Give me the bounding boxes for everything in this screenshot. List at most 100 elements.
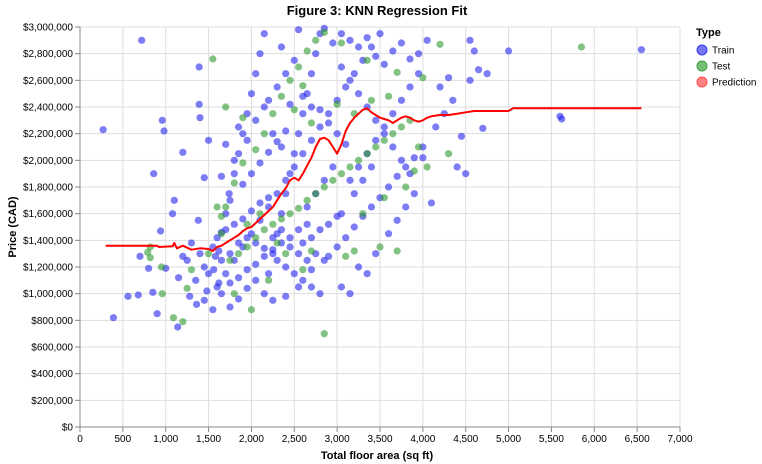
test-point (222, 103, 230, 111)
test-point (299, 82, 307, 90)
train-point (329, 163, 337, 171)
train-point (294, 130, 303, 138)
test-point (264, 276, 273, 284)
train-point (156, 227, 165, 235)
test-point (286, 76, 294, 84)
y-axis-title: Price (CAD) (7, 196, 19, 257)
train-point (432, 123, 440, 131)
train-point (483, 70, 491, 78)
x-tick-label: 4,500 (453, 434, 478, 445)
train-point (234, 239, 243, 247)
train-point (277, 143, 286, 151)
train-point (457, 132, 466, 140)
y-tick-label: $3,000,000 (23, 23, 73, 34)
train-point (226, 196, 234, 204)
train-point (406, 55, 414, 63)
test-point (239, 159, 247, 167)
test-point (260, 130, 268, 138)
train-point (342, 234, 350, 242)
train-point (303, 220, 311, 228)
train-point (264, 148, 273, 156)
train-point (333, 130, 341, 138)
train-point (282, 127, 290, 135)
axes: 0 500 1,000 1,500 2,000 2,500 3,000 3,500 4,000 4… (23, 23, 693, 446)
test-point (359, 210, 367, 218)
train-point (286, 100, 294, 108)
train-point (200, 263, 208, 271)
train-point (342, 83, 350, 91)
train-point (307, 283, 316, 291)
train-point (316, 290, 324, 298)
x-tick-label: 3,000 (325, 434, 350, 445)
train-point (414, 50, 423, 58)
train-point (150, 170, 158, 178)
train-point (217, 172, 226, 180)
train-point (303, 256, 311, 264)
train-point (354, 163, 363, 171)
test-point (269, 110, 277, 118)
test-point (389, 130, 397, 138)
train-point (269, 234, 277, 242)
train-point (294, 250, 303, 258)
train-point (243, 234, 251, 242)
test-point (183, 284, 191, 292)
train-point (299, 92, 307, 100)
train-point (136, 252, 144, 260)
y-tick-label: $1,000,000 (23, 289, 73, 300)
train-point (504, 47, 513, 55)
train-point (393, 216, 401, 224)
train-point (290, 56, 298, 64)
train-point (320, 176, 328, 184)
train-point (397, 39, 406, 47)
train-point (303, 203, 311, 211)
train-point (380, 130, 388, 138)
train-point (239, 130, 247, 138)
test-point (410, 167, 418, 175)
test-point (320, 330, 328, 338)
train-point (307, 266, 316, 274)
train-point (230, 170, 238, 178)
test-point (146, 243, 154, 251)
y-tick-label: $2,800,000 (23, 49, 73, 60)
x-tick-label: 1,500 (196, 434, 221, 445)
train-point (372, 116, 380, 124)
test-point (337, 39, 346, 47)
train-point (124, 292, 132, 300)
train-point (367, 203, 376, 211)
train-point (380, 60, 388, 68)
train-point (277, 43, 286, 51)
y-tick-label: $200,000 (31, 396, 73, 407)
test-point (380, 194, 388, 202)
legend-swatch-prediction (696, 76, 708, 88)
train-point (170, 196, 178, 204)
test-point (217, 230, 226, 238)
test-point (384, 92, 393, 100)
train-point (256, 50, 264, 58)
test-point (303, 196, 311, 204)
train-point (264, 194, 273, 202)
test-point (277, 92, 286, 100)
train-point (194, 216, 202, 224)
test-point (222, 203, 230, 211)
train-point (367, 43, 376, 51)
x-tick-label: 2,000 (239, 434, 264, 445)
train-point (307, 70, 316, 78)
train-point (333, 243, 341, 251)
train-point (363, 270, 371, 278)
train-point (200, 174, 208, 182)
train-point (419, 154, 427, 162)
train-point (247, 90, 256, 98)
train-point (346, 290, 354, 298)
test-point (209, 55, 217, 63)
train-point (260, 103, 268, 111)
train-point (402, 203, 410, 211)
test-point (243, 243, 251, 251)
x-tick-label: 7,000 (667, 434, 692, 445)
test-point (363, 150, 371, 158)
train-point (260, 252, 268, 260)
test-point (294, 63, 303, 71)
train-point (290, 163, 298, 171)
train-point (290, 270, 298, 278)
train-point (277, 210, 286, 218)
